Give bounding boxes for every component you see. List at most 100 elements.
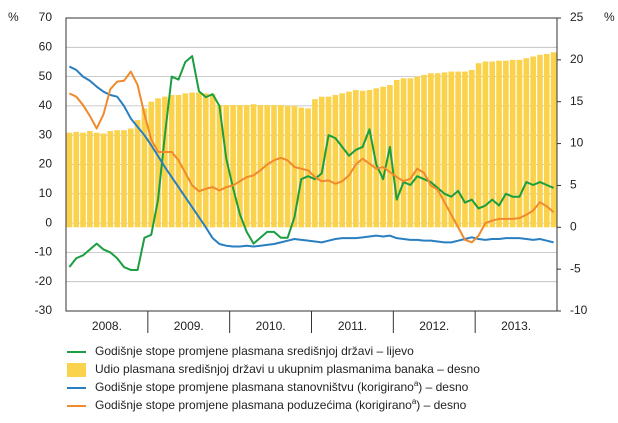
bar [489,61,496,228]
bar [284,105,291,228]
y-tick-label: 0 [45,215,52,229]
bar [393,79,400,228]
bar [162,96,168,228]
legend-label: Udio plasmana središnjoj državi u ukupni… [95,362,480,376]
bar [468,69,475,228]
bar [216,105,223,228]
bar [339,93,345,228]
line [68,70,555,244]
bar [250,104,257,228]
y-tick-label: 60 [39,39,53,53]
y2-tick-label: 0 [570,219,577,233]
bar [107,131,114,228]
x-tick-label: 2008. [92,319,122,333]
x-tick-label: 2011. [338,319,367,333]
bar [298,107,305,228]
bar [503,60,509,228]
x-tick-label: 2009. [174,319,204,333]
y2-tick-label: 25 [570,10,584,24]
x-tick-label: 2010. [256,319,286,333]
bar [325,96,332,228]
bar [346,91,352,228]
bar [278,105,284,228]
line [68,55,554,271]
bar [80,132,86,228]
bar [121,130,127,228]
bar [455,71,461,228]
bar [66,132,73,228]
bar [141,108,148,228]
bar [537,54,543,228]
bar [196,92,202,228]
bar [318,96,325,228]
legend-text: Godišnje stope promjene plasmana poduzeć… [95,398,412,412]
bar [155,98,161,228]
bar [100,133,107,228]
bar [380,86,386,228]
legend-label: Godišnje stope promjene plasmana stanovn… [95,379,469,394]
bar [312,99,318,228]
legend-text: Godišnje stope promjene plasmana stanovn… [95,380,414,394]
legend-text: ) – desno [418,380,468,394]
bar [202,93,209,228]
legend-label: Godišnje stope promjene plasmana poduzeć… [95,397,467,412]
bar [482,61,489,228]
bar [237,105,243,228]
y-tick-label: 30 [39,127,53,141]
y-tick-label: 70 [39,10,53,24]
bar [182,93,189,228]
y2-tick-label: 5 [570,178,577,192]
y2-tick-label: -10 [570,303,588,317]
bar [134,120,141,228]
bar [73,131,80,228]
y-tick-label: -30 [35,303,53,317]
bar [400,78,407,228]
bar [373,88,380,228]
legend-text: Udio plasmana središnjoj državi u ukupni… [95,362,480,376]
legend-text: a [414,379,419,388]
y2-tick-label: 10 [570,136,584,150]
legend-text: ) – desno [416,398,466,412]
bar [414,76,421,228]
y-tick-label: 20 [39,157,53,171]
bar [209,94,216,228]
legend-text: Godišnje stope promjene plasmana središn… [95,344,414,358]
y-tick-label: -20 [35,274,53,288]
bar [475,63,482,228]
bar [230,105,236,228]
y-tick-label: 50 [39,69,53,83]
bar [127,128,134,228]
bar [428,73,434,228]
bar [114,130,120,228]
bar [264,105,270,228]
bar [441,72,448,228]
bar [305,108,311,228]
right-unit: % [604,10,615,24]
legend-text: a [412,397,417,406]
bar [387,84,393,228]
bar [448,71,455,228]
x-tick-label: 2012. [419,319,449,333]
bar [189,92,195,228]
bar [271,105,277,228]
bar [407,78,414,228]
left-unit: % [8,10,19,24]
bar [243,105,250,228]
line [68,65,554,248]
y2-tick-label: 20 [570,52,584,66]
legend-swatch [67,363,86,377]
bar [257,105,264,228]
y-tick-label: 10 [39,186,53,200]
bar [523,58,530,228]
bar [223,105,230,228]
y2-tick-label: -5 [570,261,581,275]
y2-tick-label: 15 [570,94,584,108]
bar [353,89,359,228]
bar [543,53,550,228]
bar [421,74,427,228]
legend-label: Godišnje stope promjene plasmana središn… [95,344,414,358]
y-tick-label: -10 [35,245,53,259]
x-tick-label: 2013. [501,319,531,333]
